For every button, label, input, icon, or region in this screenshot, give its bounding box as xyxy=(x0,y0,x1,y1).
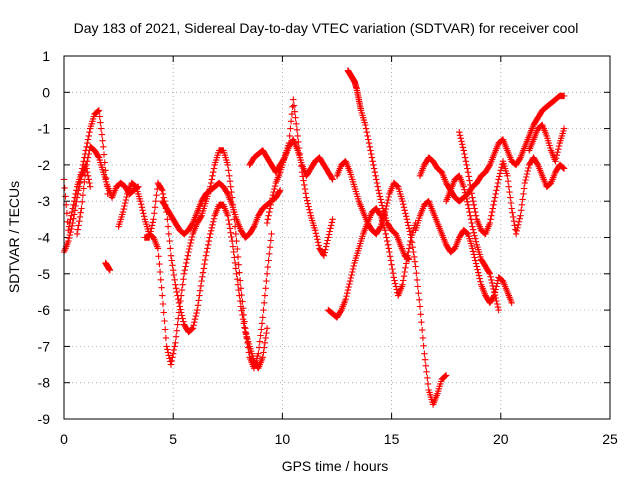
x-axis-title: GPS time / hours xyxy=(282,458,389,474)
y-tick-label: -3 xyxy=(38,193,51,209)
series-trace-d xyxy=(102,259,114,274)
y-tick-label: -2 xyxy=(38,157,51,173)
series-trace-l xyxy=(333,158,450,408)
tick-labels: 0 5 10 15 20 25 -9 -8 -7 -6 -5 -4 -3 -2 -1 0 1 xyxy=(38,48,618,447)
chart-title: Day 183 of 2021, Sidereal Day-to-day VTE… xyxy=(74,20,579,36)
plus-markers xyxy=(141,179,271,372)
plus-markers xyxy=(325,205,419,321)
series-trace-j xyxy=(325,205,419,321)
data-points xyxy=(60,67,568,408)
plus-markers xyxy=(526,121,568,165)
series-trace-q xyxy=(526,121,568,165)
plus-markers xyxy=(159,179,284,241)
series-trace-p xyxy=(456,129,568,238)
plus-markers xyxy=(412,198,515,306)
plus-markers xyxy=(416,92,568,205)
plus-markers xyxy=(73,143,142,238)
x-tick-label: 15 xyxy=(384,431,400,447)
series-trace-c xyxy=(73,143,142,238)
series-trace-f xyxy=(141,179,271,372)
y-tick-label: -4 xyxy=(38,230,51,246)
y-tick-label: -7 xyxy=(38,338,51,354)
x-tick-label: 25 xyxy=(602,431,618,447)
grid-lines xyxy=(64,56,610,419)
series-trace-o xyxy=(443,172,502,314)
plus-markers xyxy=(443,172,502,314)
y-tick-label: -1 xyxy=(38,121,51,137)
plus-markers xyxy=(102,259,114,274)
y-axis-title: SDTVAR / TECUs xyxy=(6,181,22,293)
plus-markers xyxy=(263,96,336,259)
series-trace-g xyxy=(159,179,284,241)
y-tick-label: -6 xyxy=(38,302,51,318)
y-tick-label: -8 xyxy=(38,375,51,391)
plot-border xyxy=(63,55,611,420)
x-tick-label: 10 xyxy=(275,431,291,447)
y-tick-label: 1 xyxy=(42,48,50,64)
plus-markers xyxy=(333,158,450,408)
x-tick-label: 0 xyxy=(60,431,68,447)
y-tick-label: -5 xyxy=(38,266,51,282)
series-trace-i xyxy=(263,96,336,259)
series-trace-n xyxy=(416,92,568,205)
x-tick-label: 20 xyxy=(493,431,509,447)
y-tick-label: -9 xyxy=(38,411,51,427)
x-tick-label: 5 xyxy=(169,431,177,447)
plus-markers xyxy=(456,129,568,238)
series-trace-m xyxy=(412,198,515,306)
y-tick-label: 0 xyxy=(42,84,50,100)
